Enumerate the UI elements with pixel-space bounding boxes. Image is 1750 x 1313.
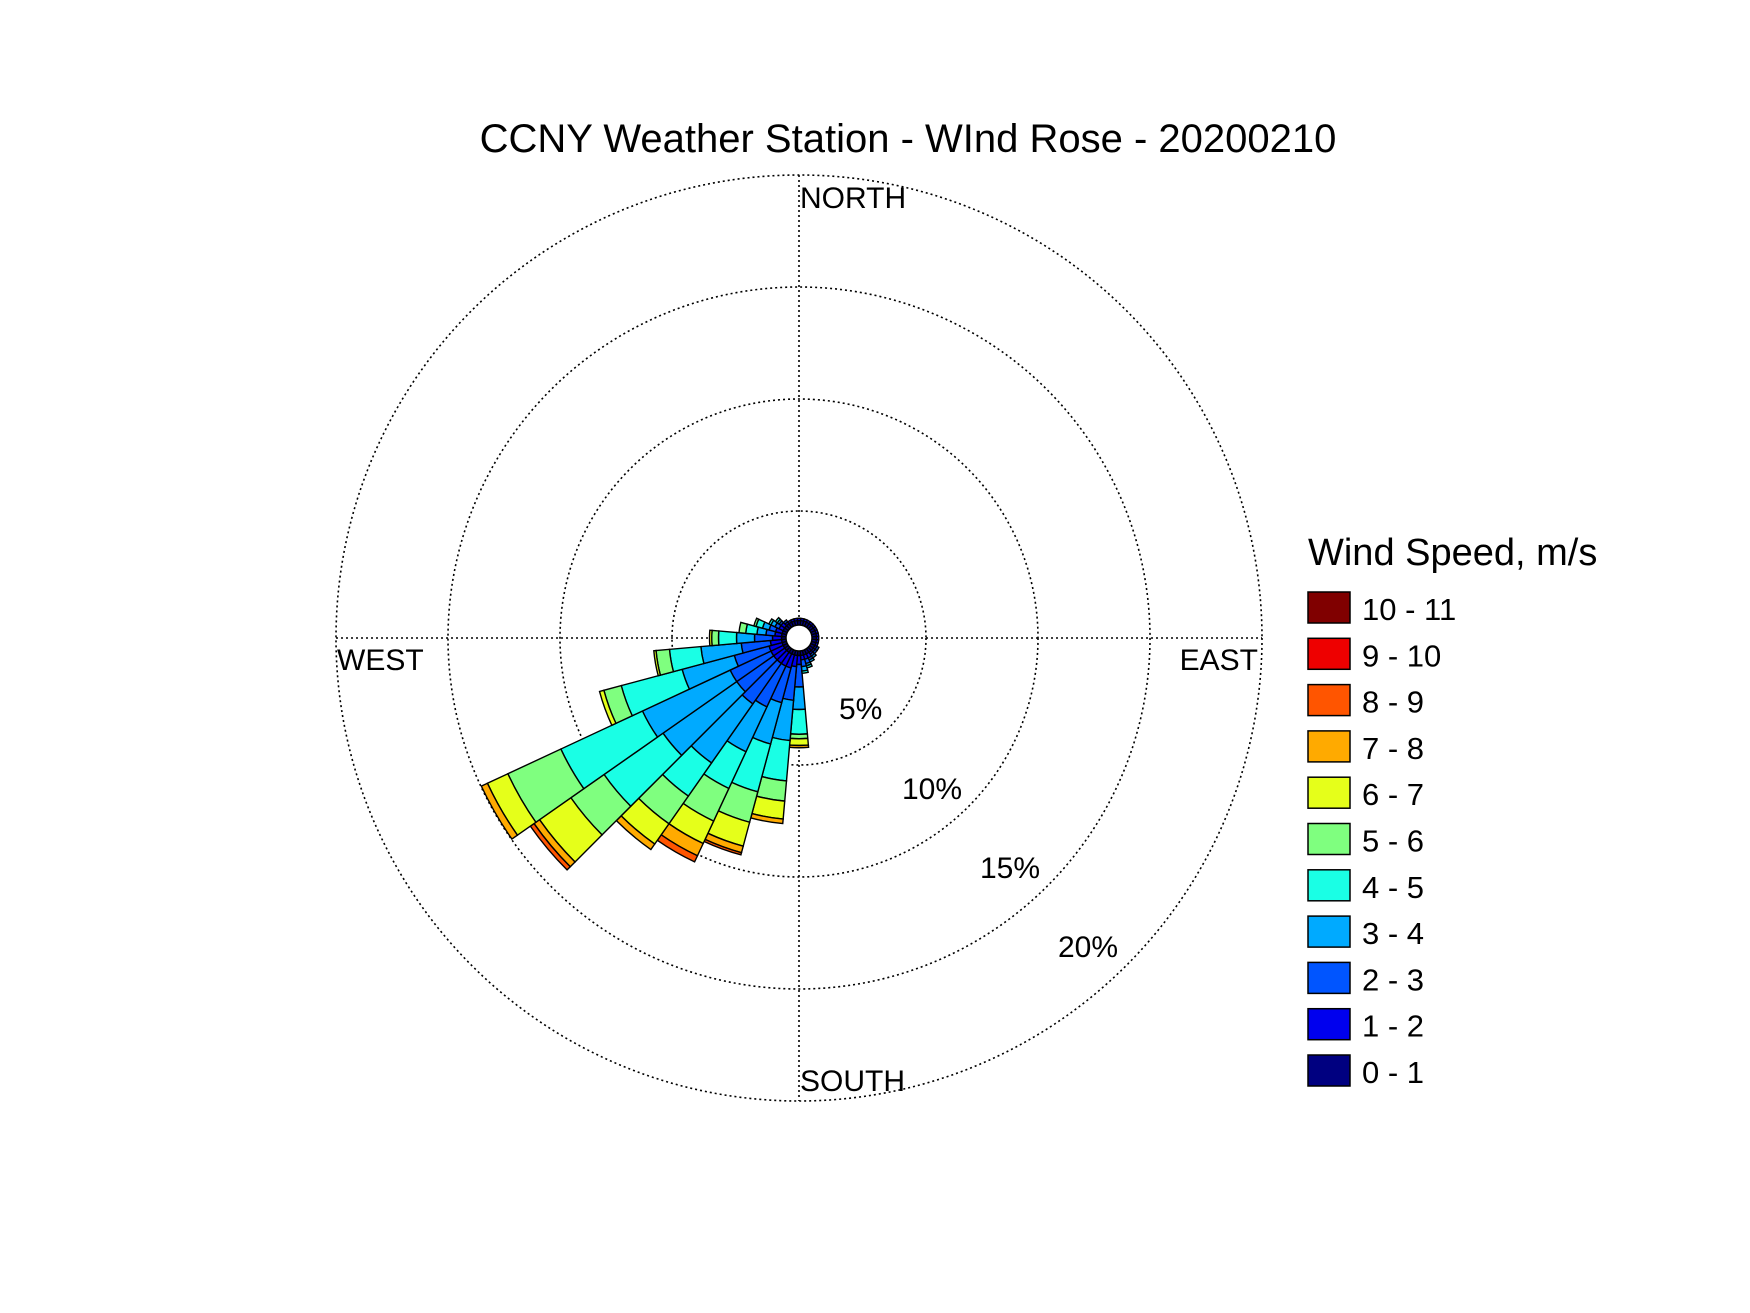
ring-15	[447, 286, 1151, 990]
legend-swatch	[1307, 730, 1351, 763]
sector-270-bin-6	[708, 629, 713, 647]
legend-swatch	[1307, 869, 1351, 902]
sector-160-bin-4	[805, 663, 814, 669]
legend-label: 1 - 2	[1362, 1009, 1424, 1044]
sector-300-bin-4	[767, 617, 775, 626]
sector-290-bin-5	[752, 617, 760, 628]
sector-170-bin-4	[801, 669, 810, 675]
ring-label-5: 5%	[839, 693, 882, 726]
legend-label: 6 - 7	[1362, 777, 1424, 812]
ring-label-10: 10%	[902, 773, 962, 806]
label-north: NORTH	[800, 182, 906, 215]
sector-270-bin-5	[711, 629, 720, 647]
calm-center	[785, 624, 813, 652]
legend-label: 10 - 11	[1362, 592, 1456, 627]
legend-label: 8 - 9	[1362, 685, 1424, 720]
legend-swatch	[1307, 822, 1351, 856]
sector-180-bin-6	[788, 737, 810, 747]
legend-title: Wind Speed, m/s	[1308, 532, 1597, 574]
sector-250-bin-6	[598, 689, 617, 727]
legend-label: 7 - 8	[1362, 731, 1424, 766]
legend: Wind Speed, m/s 10 - 11 9 - 10 8 - 9 7 - 8 6…	[1307, 532, 1597, 1090]
label-south: SOUTH	[800, 1065, 905, 1098]
sector-350-bin-1	[793, 617, 799, 622]
legend-swatch	[1307, 915, 1351, 948]
sector-120-bin-2	[814, 645, 820, 652]
legend-label: 0 - 1	[1362, 1055, 1424, 1090]
wind-sectors	[480, 616, 820, 871]
sector-150-bin-3	[808, 656, 816, 663]
sector-180-bin-7	[788, 744, 810, 749]
sector-310-bin-4	[774, 616, 782, 624]
legend-swatch	[1307, 776, 1351, 809]
label-west: WEST	[337, 644, 424, 677]
legend-swatch	[1307, 683, 1351, 717]
legend-label: 4 - 5	[1362, 870, 1424, 905]
legend-label: 2 - 3	[1362, 962, 1424, 997]
legend-label: 3 - 4	[1362, 916, 1424, 951]
legend-swatch	[1307, 1007, 1351, 1041]
legend-swatch	[1307, 1054, 1351, 1087]
ring-label-15: 15%	[980, 852, 1040, 885]
sector-270-bin-4	[717, 630, 738, 646]
sector-280-bin-5	[738, 621, 749, 635]
sector-140-bin-3	[810, 652, 818, 659]
legend-swatch	[1307, 591, 1351, 624]
legend-label: 5 - 6	[1362, 824, 1424, 859]
legend-swatch	[1307, 961, 1351, 995]
label-east: EAST	[1180, 644, 1258, 677]
polar-grid	[335, 174, 1263, 1102]
ring-label-20: 20%	[1058, 931, 1118, 964]
sector-260-bin-6	[653, 649, 662, 677]
sector-320-bin-2	[782, 619, 789, 626]
sector-240-bin-7	[480, 782, 519, 841]
chart-title: CCNY Weather Station - WInd Rose - 20200…	[480, 117, 1337, 161]
legend-label: 9 - 10	[1362, 638, 1441, 673]
legend-swatch	[1307, 637, 1351, 671]
